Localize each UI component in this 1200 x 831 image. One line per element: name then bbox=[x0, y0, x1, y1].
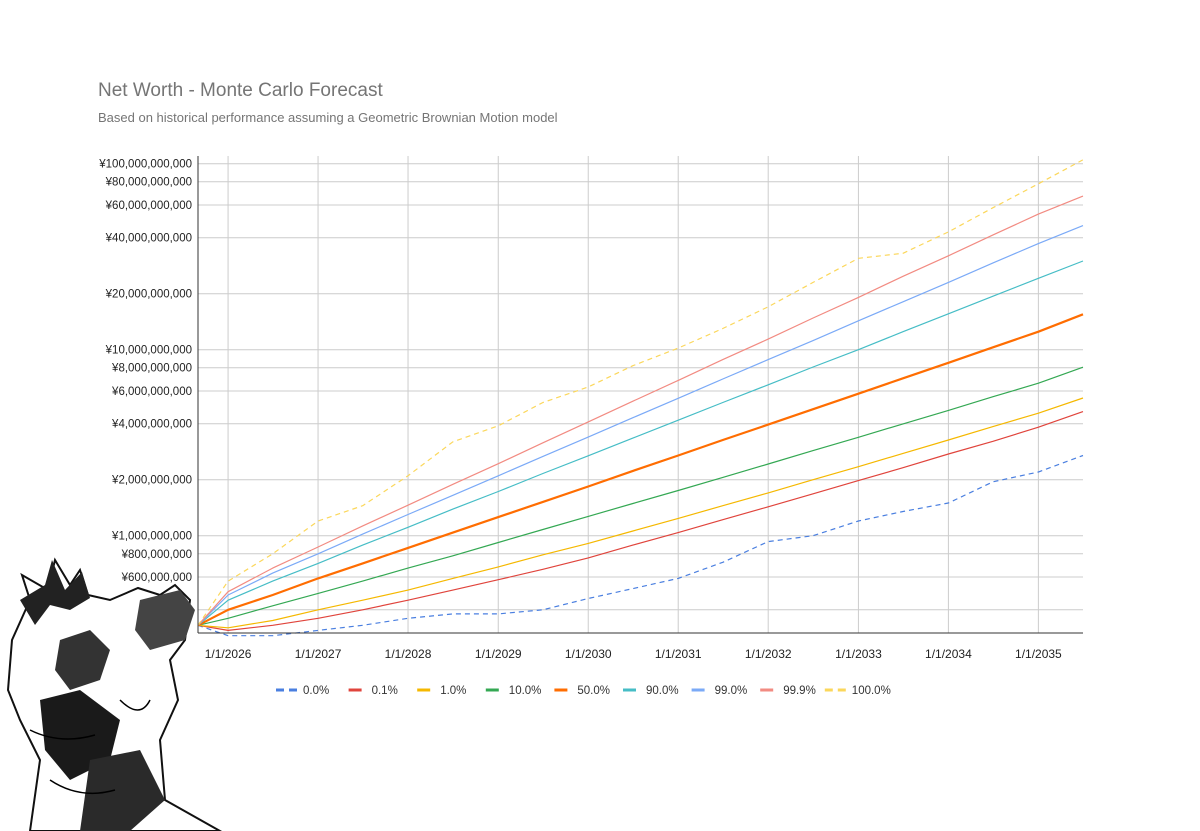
legend-label: 0.0% bbox=[303, 685, 329, 697]
y-tick-label: ¥6,000,000,000 bbox=[111, 386, 192, 398]
x-tick-label: 1/1/2026 bbox=[205, 647, 252, 661]
legend-item: 99.9% bbox=[760, 685, 816, 697]
y-tick-label: ¥20,000,000,000 bbox=[105, 289, 192, 301]
series-line-1.0% bbox=[197, 397, 1084, 629]
x-tick-label: 1/1/2027 bbox=[295, 647, 342, 661]
y-tick-label: ¥2,000,000,000 bbox=[111, 475, 192, 487]
legend-label: 1.0% bbox=[440, 685, 466, 697]
y-tick-label: ¥60,000,000,000 bbox=[105, 200, 192, 212]
series-line-50.0% bbox=[197, 313, 1084, 627]
y-tick-label: ¥40,000,000,000 bbox=[105, 233, 192, 245]
legend-item: 50.0% bbox=[554, 685, 610, 697]
legend-item: 0.1% bbox=[348, 685, 398, 697]
x-tick-label: 1/1/2029 bbox=[475, 647, 522, 661]
y-tick-label: ¥8,000,000,000 bbox=[111, 363, 192, 375]
y-tick-label: ¥1,000,000,000 bbox=[111, 531, 192, 543]
anime-character-illustration bbox=[6, 557, 223, 831]
series-line-10.0% bbox=[197, 366, 1084, 626]
chart-subtitle: Based on historical performance assuming… bbox=[98, 110, 558, 125]
y-tick-label: ¥10,000,000,000 bbox=[105, 345, 192, 357]
grid bbox=[198, 156, 1083, 633]
x-tick-label: 1/1/2032 bbox=[745, 647, 792, 661]
legend-item: 10.0% bbox=[485, 685, 542, 697]
legend-item: 90.0% bbox=[623, 685, 679, 697]
x-tick-label: 1/1/2031 bbox=[655, 647, 702, 661]
y-tick-label: ¥4,000,000,000 bbox=[111, 419, 192, 431]
series-lines bbox=[197, 159, 1084, 637]
legend-label: 10.0% bbox=[509, 685, 542, 697]
legend: 0.0% 0.1% 1.0% 10.0% 50.0% 90.0% 99.0% 99.9% 100… bbox=[276, 685, 891, 697]
x-tick-label: 1/1/2033 bbox=[835, 647, 882, 661]
legend-label: 90.0% bbox=[646, 685, 679, 697]
legend-label: 99.9% bbox=[783, 685, 816, 697]
series-line-0.1% bbox=[197, 411, 1084, 632]
x-tick-label: 1/1/2028 bbox=[385, 647, 432, 661]
axes bbox=[197, 156, 1083, 634]
legend-item: 0.0% bbox=[276, 685, 329, 697]
legend-label: 99.0% bbox=[715, 685, 748, 697]
x-tick-label: 1/1/2035 bbox=[1015, 647, 1062, 661]
y-tick-label: ¥100,000,000,000 bbox=[98, 159, 192, 171]
legend-label: 100.0% bbox=[852, 685, 891, 697]
legend-item: 100.0% bbox=[824, 685, 891, 697]
series-line-100.0% bbox=[197, 159, 1084, 626]
x-tick-label: 1/1/2034 bbox=[925, 647, 972, 661]
legend-label: 50.0% bbox=[577, 685, 610, 697]
series-line-99.0% bbox=[197, 225, 1084, 626]
y-tick-label: ¥600,000,000 bbox=[121, 572, 192, 584]
series-line-0.0% bbox=[197, 454, 1084, 637]
x-tick-label: 1/1/2030 bbox=[565, 647, 612, 661]
chart-title: Net Worth - Monte Carlo Forecast bbox=[98, 80, 383, 101]
y-tick-label: ¥800,000,000 bbox=[121, 549, 192, 561]
y-axis-ticks: ¥400,000,000¥600,000,000¥800,000,000¥1,0… bbox=[98, 159, 192, 617]
y-tick-label: ¥80,000,000,000 bbox=[105, 177, 192, 189]
x-axis-ticks: 1/1/2026 1/1/2027 1/1/2028 1/1/2029 1/1/2030… bbox=[205, 647, 1062, 661]
legend-label: 0.1% bbox=[372, 685, 398, 697]
legend-item: 1.0% bbox=[417, 685, 466, 697]
series-line-90.0% bbox=[197, 260, 1084, 626]
series-line-99.9% bbox=[197, 195, 1084, 626]
legend-item: 99.0% bbox=[691, 685, 748, 697]
